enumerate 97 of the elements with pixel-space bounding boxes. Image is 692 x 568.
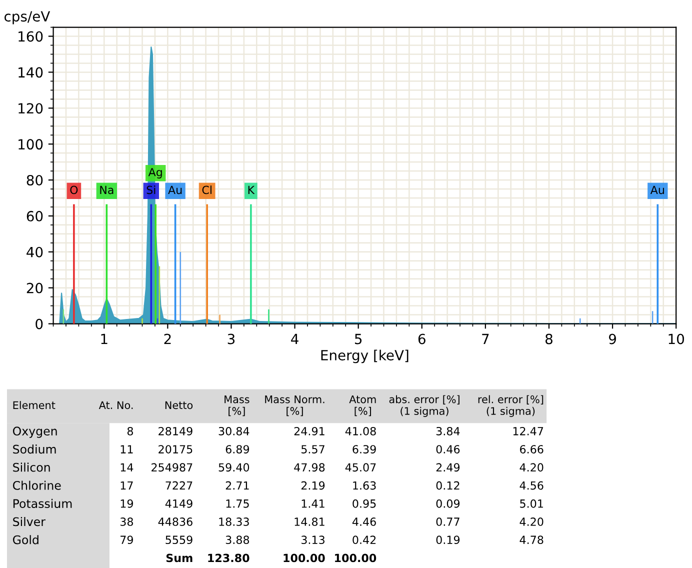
ref-line-label: Au [168,186,182,194]
text: 47.98 [294,463,325,472]
text: 6.66 [520,445,544,454]
text: 0.19 [436,536,460,544]
text: 44836 [158,518,192,526]
category-label: Atom [%] [349,396,376,416]
x-tick-label: 1 [101,334,108,344]
ref-line-label: Au [650,186,664,194]
text: 4.46 [352,518,376,526]
x-tick-label: 3 [228,334,235,344]
x-tick-label: 4 [291,334,298,344]
text: 4.56 [520,481,544,490]
y-tick-label: 100 [18,139,43,150]
category-label: abs. error [%] (1 sigma) [389,395,460,417]
y-tick-label: 60 [26,210,43,222]
ref-line-label: Si [146,186,156,194]
x-tick-label: 2 [164,334,171,344]
text: 20175 [158,445,192,454]
text: 100.00 [335,554,376,562]
text: 1.63 [353,481,376,490]
x-tick-label: 9 [608,334,616,344]
text: 4.20 [520,518,544,526]
text: 14 [120,463,134,472]
text: 4.78 [520,536,544,544]
ref-line-label: K [248,186,255,194]
x-tick-label: 10 [668,334,684,344]
category-label: Netto [165,401,193,410]
category-label: Potassium [13,498,72,508]
text: 254987 [152,463,192,472]
x-tick-label: 7 [482,334,489,344]
text: 6.89 [226,445,250,454]
text: 1.41 [302,500,324,508]
x-tick-label: 5 [354,334,362,344]
text: 3.88 [226,536,250,544]
text: 0.77 [436,518,460,526]
text: 6.39 [352,445,376,454]
y-tick-label: 0 [36,318,43,330]
text: 3.84 [436,426,460,436]
text: 5.57 [301,445,324,454]
text: 38 [120,518,134,526]
text: 100.00 [284,554,325,562]
category-label: Silicon [13,462,50,472]
text: 4149 [165,499,192,508]
text: 41.08 [345,426,376,436]
text: 8 [127,426,134,436]
ref-line-label: O [70,186,78,194]
text: 59.40 [218,463,250,472]
category-label: Gold [12,535,38,544]
text: 79 [120,536,133,544]
text: 11 [120,445,133,454]
text: 2.71 [226,481,249,490]
text: 7227 [166,481,192,490]
x-tick-label: 8 [546,334,552,344]
category-label: Mass [%] [224,396,250,416]
y-axis-title: cps/eV [4,11,50,24]
category-label: Sodium [13,444,56,454]
text: 18.33 [219,518,249,526]
ref-line-label: Na [100,186,114,194]
category-label: Chlorine [12,480,61,490]
text: 1.75 [226,500,249,508]
y-tick-label: 40 [26,246,43,258]
x-tick-label: 6 [418,334,426,344]
text: 0.42 [352,536,376,544]
category-label: Element [13,401,56,410]
y-tick-label: 160 [18,31,43,42]
text: 2.49 [436,463,460,472]
category-label: Oxygen [12,426,57,438]
text: 45.07 [345,463,376,472]
y-tick-label: 120 [18,103,43,114]
ref-line-label: Cl [202,186,212,194]
text: 2.19 [301,481,325,490]
y-tick-label: 80 [26,174,43,186]
category-label: Mass Norm. [%] [265,396,324,416]
y-tick-label: 140 [18,67,43,78]
text: 4.20 [520,463,544,472]
text: 5559 [166,536,192,544]
text: 0.12 [436,481,460,490]
text: 12.47 [513,426,544,436]
text: 14.81 [294,518,324,526]
category-label: At. No. [98,401,133,410]
text: 0.09 [436,499,460,508]
category-label: rel. error [%] (1 sigma) [478,395,544,417]
text: 0.95 [352,499,376,508]
text: 24.91 [294,426,324,436]
text: 30.84 [218,426,250,436]
category-label: Silver [13,517,46,526]
text: 0.46 [436,445,460,454]
text: Sum [166,554,192,562]
x-axis-title: Energy [keV] [321,350,408,364]
text: 3.13 [301,536,324,544]
text: 19 [120,499,133,508]
text: 5.01 [520,499,543,508]
text: 123.80 [208,554,250,562]
ref-line-label: Ag [148,168,162,178]
y-tick-label: 20 [26,282,43,294]
text: 17 [120,481,133,490]
text: 28149 [158,426,192,436]
